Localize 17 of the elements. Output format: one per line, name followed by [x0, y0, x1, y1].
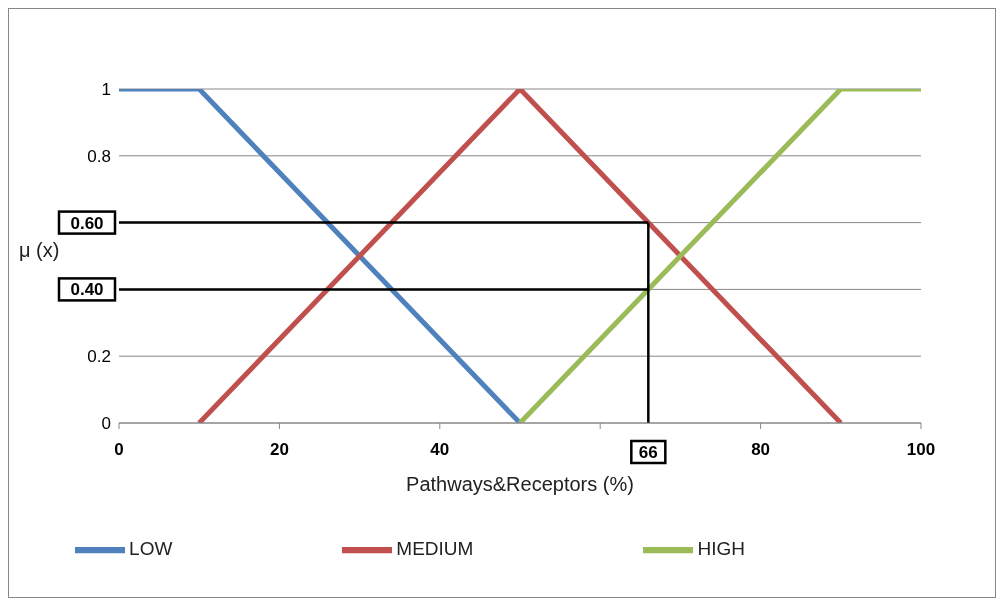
legend-label: HIGH — [697, 538, 745, 560]
x-tick-label: 0 — [114, 440, 124, 460]
y-tick-label: 0.8 — [87, 146, 111, 166]
y-tick-label: 0 — [101, 414, 111, 434]
x-axis-title: Pathways&Receptors (%) — [406, 473, 634, 495]
x-tick-label: 40 — [430, 440, 450, 460]
legend-label: LOW — [129, 538, 173, 560]
y-tick-label: 0.2 — [87, 347, 111, 367]
ref-line-label: 66 — [638, 443, 658, 462]
ref-line-label: 0.40 — [70, 280, 104, 300]
x-tick-label: 20 — [269, 440, 289, 460]
legend-label: MEDIUM — [396, 538, 474, 560]
y-axis-title: μ (x) — [19, 239, 60, 262]
x-tick-label: 100 — [906, 440, 936, 460]
ref-line-label: 0.60 — [70, 213, 104, 233]
y-tick-label: 1 — [101, 80, 111, 100]
x-tick-label: 80 — [751, 440, 771, 460]
